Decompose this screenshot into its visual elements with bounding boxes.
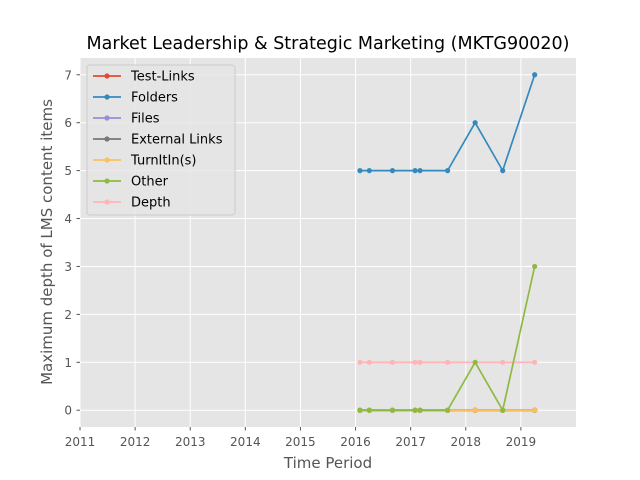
- legend-entry-test-links: Test-Links: [93, 70, 195, 85]
- y-tick-label: 5: [64, 164, 72, 178]
- legend-entry-turnitin-s: TurnItIn(s): [93, 154, 196, 169]
- data-point-folders: [357, 168, 363, 174]
- grid: [79, 58, 576, 427]
- legend-marker-turnitin-s: [104, 157, 110, 163]
- data-point-depth: [444, 359, 451, 365]
- data-point-turnitin-s: [532, 407, 538, 413]
- data-point-folders: [444, 168, 451, 174]
- data-point-other: [412, 407, 418, 413]
- y-tick-label: 7: [64, 68, 72, 82]
- legend-entries: Test-Links Folders Files External Links Turn…: [93, 70, 223, 211]
- data-point-folders: [412, 168, 418, 174]
- x-axis-title: Time Period: [283, 454, 372, 472]
- x-tick-label: 2018: [451, 435, 482, 449]
- y-tick-label: 1: [64, 356, 72, 370]
- legend-marker-files: [104, 115, 110, 121]
- y-tick-label: 6: [64, 116, 72, 130]
- legend-entry-external-links: External Links: [93, 133, 223, 148]
- legend-label-turnitin-s: TurnItIn(s): [130, 154, 196, 169]
- legend-box: [86, 64, 236, 216]
- y-tick-label: 2: [64, 308, 72, 322]
- data-point-depth: [366, 359, 372, 365]
- y-tick-label: 4: [64, 212, 72, 226]
- series-other: [357, 263, 538, 413]
- legend-label-folders: Folders: [131, 91, 178, 106]
- data-point-folders: [532, 72, 538, 78]
- legend-label-external-links: External Links: [131, 133, 223, 148]
- tick-labels: 2011 2012 2013 2014 2015 2016 2017 2018 2019 0 1 2 3…: [64, 68, 536, 449]
- legend-marker-test-links: [104, 73, 110, 79]
- legend-entry-other: Other: [93, 175, 169, 190]
- data-point-depth: [500, 359, 506, 365]
- data-point-folders: [500, 168, 506, 174]
- data-point-other: [500, 407, 506, 413]
- legend: Test-Links Folders Files External Links Turn…: [86, 64, 236, 216]
- y-tick-label: 0: [64, 404, 72, 418]
- data-point-folders: [366, 168, 372, 174]
- x-tick-label: 2014: [230, 435, 261, 449]
- data-point-depth: [357, 359, 363, 365]
- legend-marker-other: [104, 178, 110, 184]
- legend-marker-folders: [104, 94, 110, 100]
- chart-title: Market Leadership & Strategic Marketing …: [87, 34, 570, 54]
- legend-label-depth: Depth: [131, 196, 171, 211]
- x-tick-label: 2019: [506, 435, 537, 449]
- data-point-other: [444, 407, 451, 413]
- data-point-depth: [412, 359, 418, 365]
- x-tick-label: 2015: [285, 435, 316, 449]
- data-point-other: [417, 407, 423, 413]
- series-layer: [357, 72, 538, 413]
- data-point-other: [389, 407, 396, 413]
- data-point-depth: [532, 359, 538, 365]
- y-axis-title: Maximum depth of LMS content items: [38, 99, 56, 385]
- data-point-folders: [417, 168, 423, 174]
- legend-entry-folders: Folders: [93, 91, 178, 106]
- data-point-folders: [472, 120, 478, 126]
- data-point-other: [366, 407, 372, 413]
- x-tick-label: 2012: [120, 435, 151, 449]
- legend-label-test-links: Test-Links: [130, 70, 195, 85]
- x-tick-label: 2011: [65, 435, 96, 449]
- data-point-other: [532, 263, 538, 270]
- data-point-depth: [389, 359, 396, 365]
- y-tick-label: 3: [64, 260, 72, 274]
- legend-label-other: Other: [131, 175, 169, 190]
- legend-label-files: Files: [131, 112, 160, 127]
- x-tick-label: 2016: [340, 435, 371, 449]
- data-point-other: [472, 359, 478, 365]
- data-point-other: [357, 407, 363, 413]
- x-tick-label: 2017: [395, 435, 426, 449]
- legend-entry-depth: Depth: [93, 196, 171, 211]
- x-tick-label: 2013: [175, 435, 206, 449]
- legend-marker-external-links: [104, 136, 110, 142]
- data-point-depth: [417, 359, 423, 365]
- data-point-folders: [389, 168, 396, 174]
- legend-entry-files: Files: [93, 112, 160, 127]
- data-point-turnitin-s: [472, 407, 478, 413]
- series-folders: [357, 72, 538, 174]
- legend-marker-depth: [104, 199, 110, 205]
